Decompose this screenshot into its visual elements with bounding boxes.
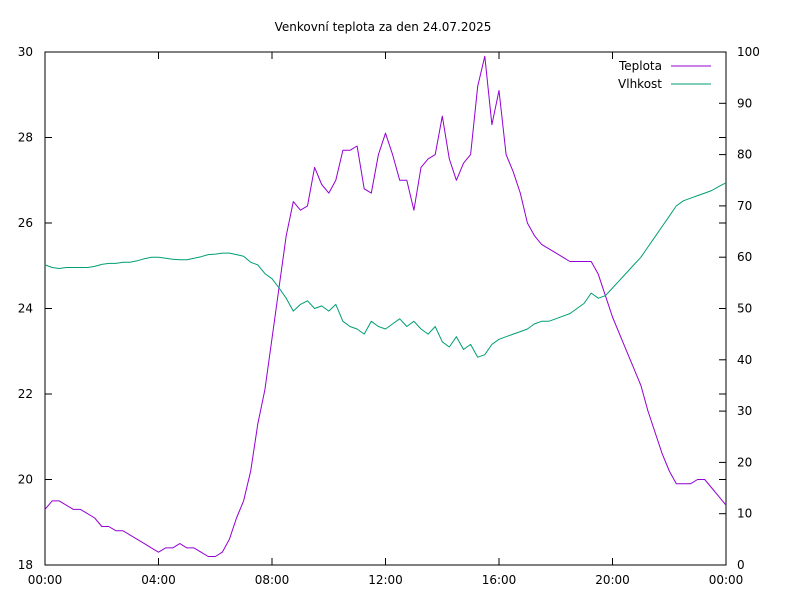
x-tick-label: 00:00 [28, 573, 63, 587]
x-tick-label: 20:00 [595, 573, 630, 587]
y-left-tick-label: 20 [18, 473, 33, 487]
x-tick-label: 00:00 [709, 573, 744, 587]
x-tick-label: 12:00 [368, 573, 403, 587]
y-right-tick-label: 30 [737, 404, 752, 418]
y-right-tick-label: 10 [737, 507, 752, 521]
y-right-tick-label: 80 [737, 148, 752, 162]
y-left-tick-label: 18 [18, 558, 33, 572]
y-left-tick-label: 30 [18, 45, 33, 59]
y-left-tick-label: 24 [18, 302, 33, 316]
y-right-tick-label: 70 [737, 199, 752, 213]
y-right-tick-label: 50 [737, 302, 752, 316]
y-right-tick-label: 0 [737, 558, 745, 572]
axes: 18 20 22 24 26 28 30 0 10 20 30 40 50 60 70 80 90 100 00:0… [18, 45, 760, 587]
legend: Teplota Vlhkost [618, 59, 711, 91]
series-layer [44, 55, 727, 557]
x-tick-label: 16:00 [482, 573, 517, 587]
plot-frame [44, 51, 727, 566]
y-left-tick-label: 22 [18, 387, 33, 401]
x-tick-label: 08:00 [255, 573, 290, 587]
series-line-teplota [44, 55, 727, 557]
chart-title: Venkovní teplota za den 24.07.2025 [275, 20, 492, 34]
y-right-tick-label: 60 [737, 250, 752, 264]
y-right-tick-label: 90 [737, 96, 752, 110]
y-right-tick-label: 100 [737, 45, 760, 59]
series-line-vlhkost [44, 182, 727, 358]
y-right-tick-label: 40 [737, 353, 752, 367]
legend-label-teplota: Teplota [618, 59, 662, 73]
x-tick-label: 04:00 [141, 573, 176, 587]
legend-label-vlhkost: Vlhkost [618, 77, 662, 91]
y-right-tick-label: 20 [737, 455, 752, 469]
y-left-tick-label: 26 [18, 216, 33, 230]
y-left-tick-label: 28 [18, 131, 33, 145]
